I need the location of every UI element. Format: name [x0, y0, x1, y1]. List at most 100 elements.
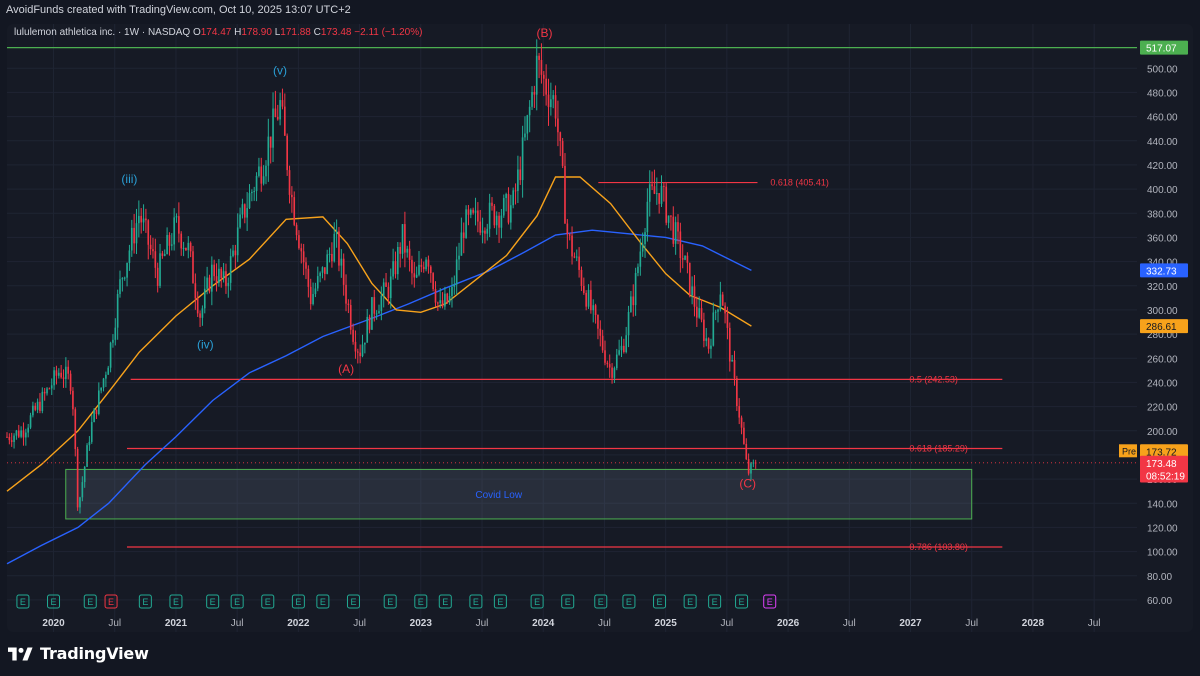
candle-body — [46, 388, 48, 394]
earnings-marker-label: E — [142, 597, 148, 607]
candle-body — [130, 227, 133, 251]
candle-body — [743, 427, 745, 444]
earnings-marker-label: E — [87, 597, 93, 607]
candle-body — [721, 294, 724, 306]
candle-body — [469, 209, 472, 215]
earnings-marker-label: E — [173, 597, 179, 607]
candle-body — [382, 282, 385, 296]
candle-body — [394, 261, 397, 275]
candle-body — [446, 293, 449, 303]
symbol-legend[interactable]: lululemon athletica inc. · 1W · NASDAQ O… — [14, 27, 422, 38]
earnings-marker-box — [438, 594, 452, 609]
candle-body — [404, 224, 406, 253]
pre-badge-prefix-label: Pre — [1122, 446, 1136, 456]
candle-body — [93, 409, 95, 423]
candle-body — [415, 274, 418, 278]
candle-body — [286, 135, 288, 171]
candle-body — [69, 373, 72, 391]
attribution-bar: AvoidFunds created with TradingView.com,… — [0, 0, 1200, 22]
candle-body — [674, 222, 677, 244]
earnings-marker-box — [291, 594, 305, 609]
price-chart[interactable]: Covid Low 0.618 (405.41) 0.5 (242.53) 0.618… — [0, 0, 1200, 634]
close-value: 173.48 — [320, 27, 352, 38]
symbol-name: lululemon athletica inc. · 1W · NASDAQ — [14, 27, 191, 38]
candle-body — [288, 170, 291, 195]
candle-body — [703, 319, 705, 341]
candle-body — [717, 309, 719, 312]
candle-body — [512, 190, 515, 206]
x-tick-label: Jul — [598, 618, 611, 629]
tradingview-brand[interactable]: TradingView — [8, 644, 149, 663]
candle-body — [712, 312, 715, 346]
earnings-marker-label: E — [657, 597, 663, 607]
earnings-marker-box — [346, 594, 360, 609]
candle-body — [615, 354, 618, 369]
candle-body — [316, 276, 319, 289]
candle-body — [215, 276, 218, 283]
candle-body — [211, 264, 213, 292]
earnings-marker-box — [763, 594, 777, 609]
x-tick-label: 2024 — [532, 618, 555, 629]
earnings-marker-label: E — [51, 597, 57, 607]
candle-body — [114, 327, 117, 340]
candle-body — [22, 430, 25, 438]
earnings-marker-box — [493, 594, 507, 609]
covid-low-label: Covid Low — [475, 490, 522, 501]
candle-body — [684, 255, 686, 260]
earnings-marker-label: E — [387, 597, 393, 607]
candle-body — [573, 256, 576, 258]
candle-body — [455, 259, 458, 285]
candle-body — [575, 256, 578, 258]
candle-body — [72, 390, 74, 410]
candle-body — [429, 266, 432, 274]
candle-body — [203, 288, 206, 309]
candle-body — [347, 303, 350, 306]
x-tick-label: 2025 — [655, 618, 678, 629]
candle-body — [540, 59, 543, 75]
candle-body — [613, 368, 616, 378]
y-tick-label: 280.00 — [1147, 330, 1178, 341]
y-tick-label: 320.00 — [1147, 282, 1178, 293]
earnings-marker-box — [653, 594, 667, 609]
candle-body — [328, 253, 331, 255]
candle-body — [373, 297, 376, 314]
candle-body — [399, 246, 402, 254]
candle-body — [493, 205, 496, 226]
candle-body — [234, 250, 237, 256]
candle-body — [387, 286, 390, 299]
candle-body — [479, 221, 482, 233]
candle-body — [29, 415, 32, 428]
candle-body — [60, 372, 62, 378]
earnings-marker-label: E — [497, 597, 503, 607]
candle-body — [535, 55, 538, 95]
earnings-marker-box — [622, 594, 636, 609]
candle-body — [154, 251, 157, 268]
x-tick-label: Jul — [720, 618, 733, 629]
candle-body — [413, 273, 416, 278]
candle-body — [276, 116, 279, 120]
y-tick-label: 300.00 — [1147, 306, 1178, 317]
candle-body — [161, 253, 164, 256]
earnings-marker-box — [104, 594, 118, 609]
candle-body — [411, 259, 413, 274]
candle-body — [505, 194, 507, 199]
y-tick-label: 240.00 — [1147, 378, 1178, 389]
candle-body — [580, 269, 583, 286]
candle-body — [533, 92, 536, 95]
candle-body — [39, 401, 41, 411]
candle-body — [731, 359, 733, 362]
wave-label: (C) — [739, 477, 756, 491]
candle-body — [100, 387, 102, 391]
candle-body — [112, 339, 114, 343]
x-tick-label: 2027 — [899, 618, 922, 629]
candle-body — [173, 217, 175, 245]
candle-body — [48, 388, 51, 390]
candle-body — [663, 185, 665, 187]
price-axis-badge-label: 286.61 — [1146, 322, 1177, 333]
x-tick-label: 2020 — [42, 618, 65, 629]
candle-body — [486, 228, 489, 234]
candle-body — [681, 258, 684, 260]
earnings-marker-label: E — [767, 597, 773, 607]
candle-body — [500, 215, 503, 228]
candle-body — [397, 246, 399, 275]
